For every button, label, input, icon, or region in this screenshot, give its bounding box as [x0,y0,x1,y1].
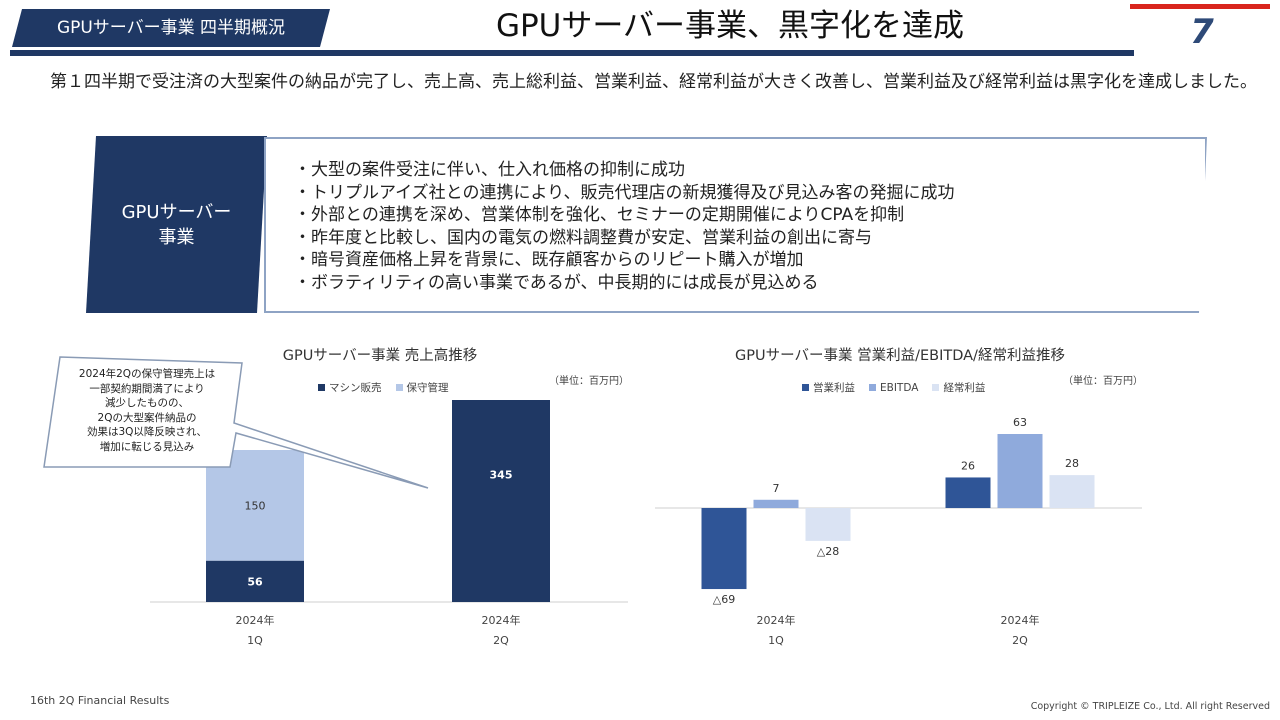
profit-category-label-2-2: 2Q [1012,634,1028,647]
sales-chart-unit: （単位：百万円） [549,376,629,387]
profit-chart-unit: （単位：百万円） [1063,376,1143,387]
profit-bar-ebitda-1 [753,499,799,508]
page-number: 7 [1190,12,1214,52]
header-accent-line [1130,4,1270,9]
legend-label-ebitda: EBITDA [880,381,919,394]
summary-bullet-2: トリプルアイズ社との連携により、販売代理店の新規獲得及び見込み客の発掘に成功 [294,182,1205,205]
profit-chart-title: GPUサーバー事業 営業利益/EBITDA/経常利益推移 [735,348,1065,364]
profit-bar-ebitda-2 [997,434,1043,508]
footer-report-name: 16th 2Q Financial Results [30,694,170,707]
callout-line-1: 2024年2Qの保守管理売上は [78,368,216,380]
profit-bar-chart: △69 7 △28 2024年 1Q 26 63 28 2024年 2Q [655,416,1142,647]
sales-data-label-machine-1: 56 [247,575,263,588]
profit-data-label-ordinary-income-2: 28 [1065,457,1079,470]
profit-category-label-1-2: 1Q [768,634,784,647]
sales-data-label-maintenance-1: 150 [245,499,266,512]
callout-text: 2024年2Qの保守管理売上は 一部契約期間満了により 減少したものの、 2Qの大型案… [52,367,242,454]
sales-category-label-2-2: 2Q [493,634,509,647]
sales-stacked-bar-chart: 561502024年1Q3451442024年2Q [150,400,628,647]
legend-label-machine: マシン販売 [329,382,382,394]
callout-line-2: 一部契約期間満了により [89,382,205,395]
profit-bar-ordinary-income-1 [805,508,851,541]
callout-line-4: 2Qの大型案件納品の [97,411,197,424]
business-label-box: GPUサーバー 事業 [86,136,267,313]
legend-swatch-ebitda [869,384,876,391]
summary-bullet-5: 暗号資産価格上昇を背景に、既存顧客からのリピート購入が増加 [294,249,1205,272]
legend-label-op-income: 営業利益 [813,382,855,394]
profit-data-label-ebitda-1: 7 [773,482,780,495]
header-divider [10,50,1134,56]
profit-chart-legend: 営業利益 EBITDA 経常利益 [802,380,985,395]
profit-bar-op-income-1 [701,508,747,590]
profit-bar-op-income-2 [945,477,991,508]
sales-category-label-2-1: 2024年 [482,613,521,627]
sales-bar-machine-2 [452,400,550,602]
lead-text: 第１四半期で受注済の大型案件の納品が完了し、売上高、売上総利益、営業利益、経常利… [50,72,1257,92]
sales-bar-machine-1 [206,560,304,602]
summary-bullet-3: 外部との連携を深め、営業体制を強化、セミナーの定期開催によりCPAを抑制 [294,204,1205,227]
summary-bullet-4: 昨年度と比較し、国内の電気の燃料調整費が安定、営業利益の創出に寄与 [294,227,1205,250]
section-tag: GPUサーバー事業 四半期概況 [12,9,330,47]
callout-line-5: 効果は3Q以降反映され、 [86,426,208,438]
footer-copyright: Copyright © TRIPLEIZE Co., Ltd. All righ… [1030,701,1270,712]
summary-bullet-box: 大型の案件受注に伴い、仕入れ価格の抑制に成功トリプルアイズ社との連携により、販売… [264,137,1207,313]
profit-data-label-op-income-2: 26 [961,459,975,472]
sales-bar-maintenance-1 [206,450,304,561]
profit-category-label-2-1: 2024年 [1001,613,1040,627]
summary-bullet-6: ボラティリティの高い事業であるが、中長期的には成長が見込める [294,272,1205,295]
legend-swatch-maintenance [395,384,403,391]
legend-label-ordinary-income: 経常利益 [943,382,986,394]
profit-data-label-op-income-1: △69 [713,593,735,606]
profit-category-label-1-1: 2024年 [757,613,796,627]
callout-line-3: 減少したものの、 [105,397,189,409]
callout-bubble [43,356,429,489]
profit-bar-ordinary-income-2 [1049,475,1095,508]
callout-shape [43,356,429,489]
legend-swatch-ordinary-income [932,384,940,391]
callout-line-6: 増加に転じる見込み [99,440,195,453]
sales-chart-legend: マシン販売 保守管理 [318,380,449,395]
business-label-line1: GPUサーバー [121,201,232,223]
sales-category-label-1-2: 1Q [247,634,263,647]
sales-data-label-machine-2: 345 [490,469,513,482]
profit-data-label-ebitda-2: 63 [1013,416,1027,429]
page-title: GPUサーバー事業、黒字化を達成 [495,8,965,44]
profit-data-label-ordinary-income-1: △28 [817,545,839,558]
business-label-line2: 事業 [158,226,195,248]
legend-label-maintenance: 保守管理 [406,382,449,394]
legend-swatch-op-income [802,384,809,391]
sales-chart-title: GPUサーバー事業 売上高推移 [282,348,478,364]
sales-category-label-1-1: 2024年 [236,613,275,627]
summary-bullet-list: 大型の案件受注に伴い、仕入れ価格の抑制に成功トリプルアイズ社との連携により、販売… [266,139,1205,294]
legend-swatch-machine [318,384,325,391]
summary-bullet-1: 大型の案件受注に伴い、仕入れ価格の抑制に成功 [294,159,1205,182]
